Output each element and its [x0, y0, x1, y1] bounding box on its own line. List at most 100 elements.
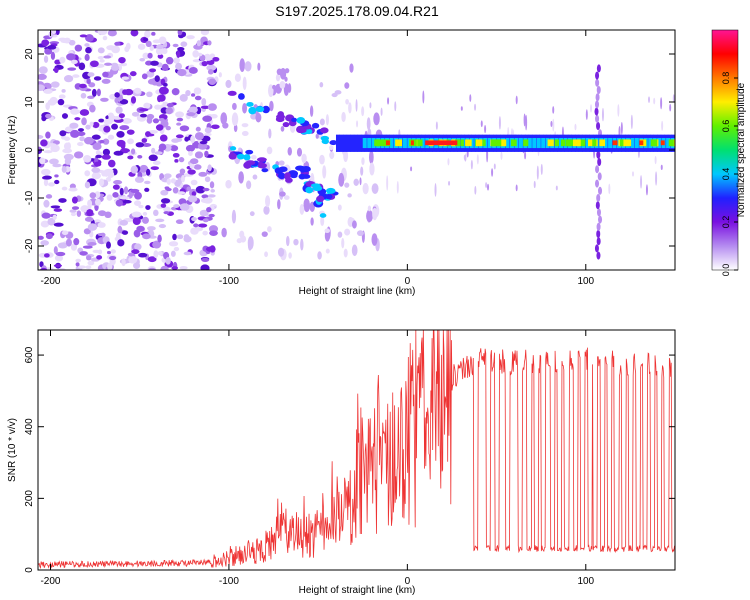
spectrogram-blob	[325, 187, 336, 194]
spectrogram-blob	[225, 79, 232, 89]
carrier-core	[395, 139, 402, 147]
spectrogram-blob	[130, 148, 136, 155]
y-tick-label: 0	[24, 567, 35, 573]
spectrogram-blob	[368, 150, 374, 165]
spectrogram-blob	[106, 250, 112, 255]
x-tick-label: 100	[577, 576, 594, 587]
carrier-core	[603, 138, 608, 149]
spectrogram-blob	[362, 182, 369, 195]
spectrogram-blob	[87, 260, 95, 266]
spectrogram-blob	[176, 50, 181, 58]
spectrogram-blob	[303, 199, 311, 213]
spectrogram-blob	[85, 124, 91, 130]
spectrogram-blob	[152, 118, 160, 124]
spectrogram-blob	[38, 84, 45, 92]
spectrogram-blob	[291, 117, 298, 123]
spectrogram-blob	[202, 230, 208, 236]
spectrogram-blob	[170, 250, 176, 257]
spectrogram-blob	[205, 57, 212, 61]
carrier-core	[634, 138, 639, 149]
spectrogram-blob	[410, 166, 413, 172]
spectrogram-blob	[55, 30, 60, 36]
carrier-peak	[385, 140, 390, 146]
spectrogram-blob	[115, 232, 121, 240]
spectrogram-blob	[210, 124, 220, 130]
spectrogram-blob	[296, 116, 306, 124]
spectrogram-blob	[231, 112, 239, 126]
spectrogram-blob	[146, 113, 155, 120]
spectrogram-blob	[201, 61, 208, 67]
spectrogram-blob	[119, 196, 130, 200]
carrier-band	[357, 134, 362, 152]
spectrogram-blob	[61, 186, 68, 191]
carrier-core	[362, 138, 367, 149]
spectrogram-blob	[132, 217, 141, 226]
spectrogram-blob	[324, 193, 333, 200]
spectrogram-blob	[320, 127, 329, 134]
spectrogram-blob	[63, 153, 74, 161]
y-tick-label: 400	[24, 418, 35, 435]
spectrogram-blob	[176, 117, 184, 122]
spectrogram-blob	[366, 117, 371, 131]
carrier-band	[350, 134, 355, 152]
spectrogram-blob	[74, 117, 81, 121]
carrier-core	[460, 139, 464, 147]
spectrogram-blob	[145, 168, 151, 176]
spectrogram-blob	[44, 48, 53, 55]
spectrogram-blob	[329, 145, 334, 151]
carrier-peak	[639, 140, 644, 146]
spectrogram-blob	[206, 64, 217, 71]
carrier-core	[465, 139, 472, 147]
carrier-core	[402, 138, 407, 149]
spectrogram-blob	[91, 88, 97, 97]
spectrogram-blob	[170, 178, 176, 183]
spectrogram-blob	[53, 222, 64, 227]
spectrogram-blob	[351, 244, 358, 257]
spectrogram-blob	[317, 251, 322, 260]
carrier-core	[518, 138, 523, 149]
spectrogram-blob	[138, 252, 148, 258]
spectrogram-blob	[474, 103, 477, 111]
spectrogram-blob	[594, 244, 599, 253]
spectrogram-blob	[255, 106, 265, 113]
spectrogram-blob	[344, 82, 350, 89]
spectrogram-blob	[86, 78, 91, 85]
spectrogram-blob	[268, 128, 272, 139]
spectrogram-blob	[71, 206, 80, 210]
spectrogram-blob	[171, 138, 180, 143]
spectrogram-blob	[92, 121, 100, 129]
spectrogram-blob	[137, 43, 146, 50]
spectrogram-blob	[45, 113, 52, 119]
spectrogram-blob	[154, 104, 162, 110]
spectrogram-blob	[186, 35, 195, 40]
spectrogram-blob	[648, 96, 651, 104]
spectrogram-blob	[319, 118, 325, 126]
spectrogram-blob	[434, 183, 437, 197]
carrier-core	[523, 139, 529, 147]
carrier-core	[482, 139, 486, 147]
spectrogram-blob	[396, 180, 399, 194]
spectrogram-blob	[207, 103, 217, 111]
spectrogram-blob	[105, 241, 111, 249]
snr-y-ticks: 0 200 400 600	[24, 346, 675, 573]
spectrogram-blob	[114, 41, 121, 46]
spectrogram-blob	[533, 180, 536, 189]
carrier-core	[648, 138, 653, 149]
spectrogram-blob	[204, 132, 212, 137]
spectrogram-blob	[238, 93, 245, 100]
spectrogram-blob	[305, 128, 313, 135]
spectrogram-blob	[316, 195, 325, 203]
spectrogram-blob	[296, 125, 305, 134]
spectrogram-blob	[38, 66, 48, 74]
spectrogram-blob	[210, 114, 218, 119]
spectrogram-blob	[58, 198, 67, 203]
spectrogram-blob	[287, 146, 292, 156]
spectrogram-blob	[279, 80, 286, 89]
spectrogram-blob	[105, 177, 112, 182]
spectrogram-blob	[87, 199, 93, 208]
spectrogram-blob	[175, 134, 184, 139]
spectrogram-blob	[366, 209, 373, 223]
spectrogram-blob	[47, 217, 56, 226]
carrier-core	[469, 138, 474, 149]
spectrogram-blob	[220, 112, 228, 125]
